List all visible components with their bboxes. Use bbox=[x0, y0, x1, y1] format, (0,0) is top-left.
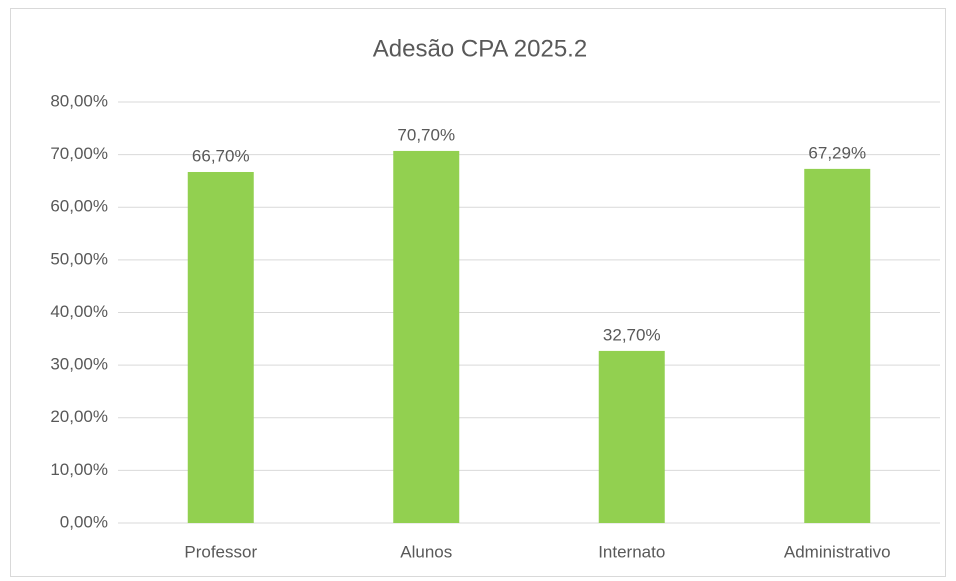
bar bbox=[598, 350, 665, 523]
data-label: 70,70% bbox=[397, 125, 455, 144]
data-label: 67,29% bbox=[808, 143, 866, 162]
bar bbox=[187, 171, 254, 523]
data-label: 66,70% bbox=[192, 146, 250, 165]
data-label: 32,70% bbox=[603, 325, 661, 344]
x-tick-label: Internato bbox=[598, 542, 665, 561]
y-tick-label: 0,00% bbox=[60, 512, 108, 531]
y-tick-label: 80,00% bbox=[50, 91, 108, 110]
y-tick-label: 20,00% bbox=[50, 407, 108, 426]
chart-border bbox=[10, 8, 946, 577]
y-tick-label: 50,00% bbox=[50, 249, 108, 268]
y-tick-label: 40,00% bbox=[50, 302, 108, 321]
x-tick-label: Professor bbox=[184, 542, 257, 561]
y-tick-label: 10,00% bbox=[50, 460, 108, 479]
bar bbox=[393, 150, 460, 523]
y-tick-label: 70,00% bbox=[50, 144, 108, 163]
y-tick-label: 60,00% bbox=[50, 197, 108, 216]
chart-title: Adesão CPA 2025.2 bbox=[373, 35, 587, 62]
bar bbox=[804, 168, 871, 524]
y-tick-label: 30,00% bbox=[50, 355, 108, 374]
x-tick-label: Administrativo bbox=[784, 542, 891, 561]
x-tick-label: Alunos bbox=[400, 542, 452, 561]
